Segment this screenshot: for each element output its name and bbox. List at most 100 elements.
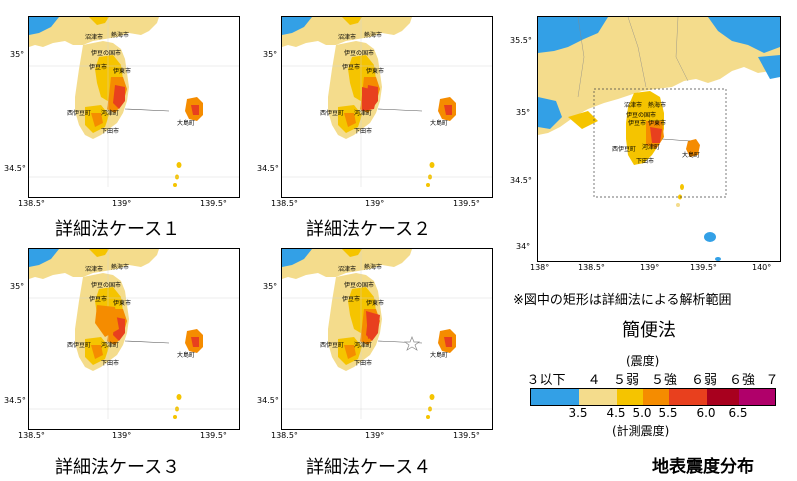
caption-case1: 詳細法ケース１ — [55, 219, 181, 240]
city-ito: 伊東市 — [113, 67, 131, 75]
xtick-139-5: 139.5° — [453, 199, 480, 208]
city-ito: 伊東市 — [366, 299, 384, 307]
caption-case4: 詳細法ケース４ — [306, 457, 432, 478]
city-kawazu: 河津町 — [642, 143, 660, 151]
city-numazu: 沼津市 — [85, 33, 103, 41]
legend-value-3-5: 3.5 — [568, 406, 588, 420]
city-izunokuni: 伊豆の国市 — [344, 49, 374, 57]
city-izunokuni: 伊豆の国市 — [91, 49, 121, 57]
city-shimoda: 下田市 — [101, 127, 119, 135]
legend-swatch-0 — [531, 389, 579, 405]
city-ito: 伊東市 — [648, 119, 666, 127]
city-izu: 伊豆市 — [342, 295, 360, 303]
simple-xtick-138-5: 138.5° — [578, 263, 605, 272]
legend-class-7: ７ — [765, 373, 779, 388]
map-panel-case2: 沼津市 熱海市 伊豆の国市 伊豆市 伊東市 西伊豆町 河津町 下田市 大島町 — [281, 16, 493, 198]
simple-ytick-35-5: 35.5° — [510, 36, 532, 45]
simple-ytick-35: 35° — [516, 108, 531, 117]
xtick-139: 139° — [365, 199, 385, 208]
city-izu: 伊豆市 — [89, 295, 107, 303]
city-kawazu: 河津町 — [101, 341, 119, 349]
city-oshima: 大島町 — [430, 351, 448, 359]
case1-map: 沼津市 熱海市 伊豆の国市 伊豆市 伊東市 西伊豆町 河津町 下田市 大島町 — [29, 17, 239, 188]
city-nishiizu: 西伊豆町 — [67, 109, 91, 117]
city-izu: 伊豆市 — [89, 63, 107, 71]
legend-value-5-0: 5.0 — [632, 406, 652, 420]
city-nishiizu: 西伊豆町 — [612, 145, 636, 153]
case3-map: 沼津市 熱海市 伊豆の国市 伊豆市 伊東市 西伊豆町 河津町 下田市 大島町 — [29, 249, 239, 420]
simple-xtick-140: 140° — [752, 263, 772, 272]
ytick-34-5: 34.5° — [4, 396, 26, 405]
city-izunokuni: 伊豆の国市 — [344, 281, 374, 289]
city-ito: 伊東市 — [366, 67, 384, 75]
xtick-139-5: 139.5° — [453, 431, 480, 440]
simple-map: 沼津市 熱海市 伊豆の国市 伊豆市 伊東市 西伊豆町 河津町 下田市 大島町 — [538, 17, 780, 261]
xtick-139: 139° — [365, 431, 385, 440]
city-kawazu: 河津町 — [354, 109, 372, 117]
legend-class-5upper: ５強 — [650, 373, 677, 388]
legend-class-6lower: ６弱 — [690, 373, 717, 388]
legend-title: (震度) — [626, 354, 660, 368]
ytick-35: 35° — [10, 282, 25, 291]
city-shimoda: 下田市 — [354, 127, 372, 135]
city-nishiizu: 西伊豆町 — [320, 341, 344, 349]
map-panel-case1: 沼津市 熱海市 伊豆の国市 伊豆市 伊東市 西伊豆町 河津町 下田市 大島町 — [28, 16, 240, 198]
city-atami: 熱海市 — [111, 263, 129, 271]
city-izu: 伊豆市 — [342, 63, 360, 71]
map-panel-case4: 沼津市 熱海市 伊豆の国市 伊豆市 伊東市 西伊豆町 河津町 下田市 大島町 — [281, 248, 493, 430]
xtick-138-5: 138.5° — [271, 431, 298, 440]
epicenter-star-icon — [403, 336, 421, 351]
city-numazu: 沼津市 — [624, 101, 642, 109]
legend-value-6-5: 6.5 — [728, 406, 748, 420]
legend-class-5lower: ５弱 — [612, 373, 639, 388]
legend-class-4: ４ — [587, 373, 601, 388]
legend-value-labels: 3.5 4.5 5.0 5.5 6.0 6.5 — [530, 406, 774, 422]
legend-swatch-2 — [617, 389, 643, 405]
simple-xtick-139-5: 139.5° — [690, 263, 717, 272]
ytick-34-5: 34.5° — [257, 164, 279, 173]
city-atami: 熱海市 — [648, 101, 666, 109]
legend-value-6-0: 6.0 — [696, 406, 716, 420]
caption-case3: 詳細法ケース３ — [55, 457, 181, 478]
city-numazu: 沼津市 — [338, 265, 356, 273]
legend-class-labels: ３以下 ４ ５弱 ５強 ６弱 ６強 ７ — [520, 369, 788, 388]
ytick-35: 35° — [263, 50, 278, 59]
ytick-35: 35° — [10, 50, 25, 59]
xtick-138-5: 138.5° — [18, 199, 45, 208]
analysis-range-rectangle — [593, 88, 727, 198]
ytick-34-5: 34.5° — [257, 396, 279, 405]
city-izunokuni: 伊豆の国市 — [626, 111, 656, 119]
city-shimoda: 下田市 — [101, 359, 119, 367]
ytick-35: 35° — [263, 282, 278, 291]
city-oshima: 大島町 — [430, 119, 448, 127]
city-kawazu: 河津町 — [354, 341, 372, 349]
city-atami: 熱海市 — [364, 263, 382, 271]
legend-class-3: ３以下 — [526, 373, 566, 388]
legend-swatch-3 — [643, 389, 669, 405]
caption-case2: 詳細法ケース２ — [306, 219, 432, 240]
city-kawazu: 河津町 — [101, 109, 119, 117]
legend-color-bar — [530, 388, 776, 406]
city-nishiizu: 西伊豆町 — [67, 341, 91, 349]
city-atami: 熱海市 — [111, 31, 129, 39]
xtick-138-5: 138.5° — [18, 431, 45, 440]
simple-ytick-34-5: 34.5° — [510, 176, 532, 185]
simple-xtick-138: 138° — [530, 263, 550, 272]
legend-class-6upper: ６強 — [728, 373, 755, 388]
xtick-139-5: 139.5° — [200, 199, 227, 208]
city-oshima: 大島町 — [177, 351, 195, 359]
case2-map: 沼津市 熱海市 伊豆の国市 伊豆市 伊東市 西伊豆町 河津町 下田市 大島町 — [282, 17, 492, 188]
legend-value-4-5: 4.5 — [606, 406, 626, 420]
ytick-34-5: 34.5° — [4, 164, 26, 173]
xtick-139: 139° — [112, 199, 132, 208]
legend-heading: 地表震度分布 — [652, 457, 754, 477]
xtick-139-5: 139.5° — [200, 431, 227, 440]
map-panel-case3: 沼津市 熱海市 伊豆の国市 伊豆市 伊東市 西伊豆町 河津町 下田市 大島町 — [28, 248, 240, 430]
legend-swatch-5 — [707, 389, 739, 405]
legend-swatch-6 — [739, 389, 775, 405]
xtick-138-5: 138.5° — [271, 199, 298, 208]
case4-map: 沼津市 熱海市 伊豆の国市 伊豆市 伊東市 西伊豆町 河津町 下田市 大島町 — [282, 249, 492, 420]
legend-subtitle: (計測震度) — [612, 424, 670, 438]
city-izunokuni: 伊豆の国市 — [91, 281, 121, 289]
xtick-139: 139° — [112, 431, 132, 440]
